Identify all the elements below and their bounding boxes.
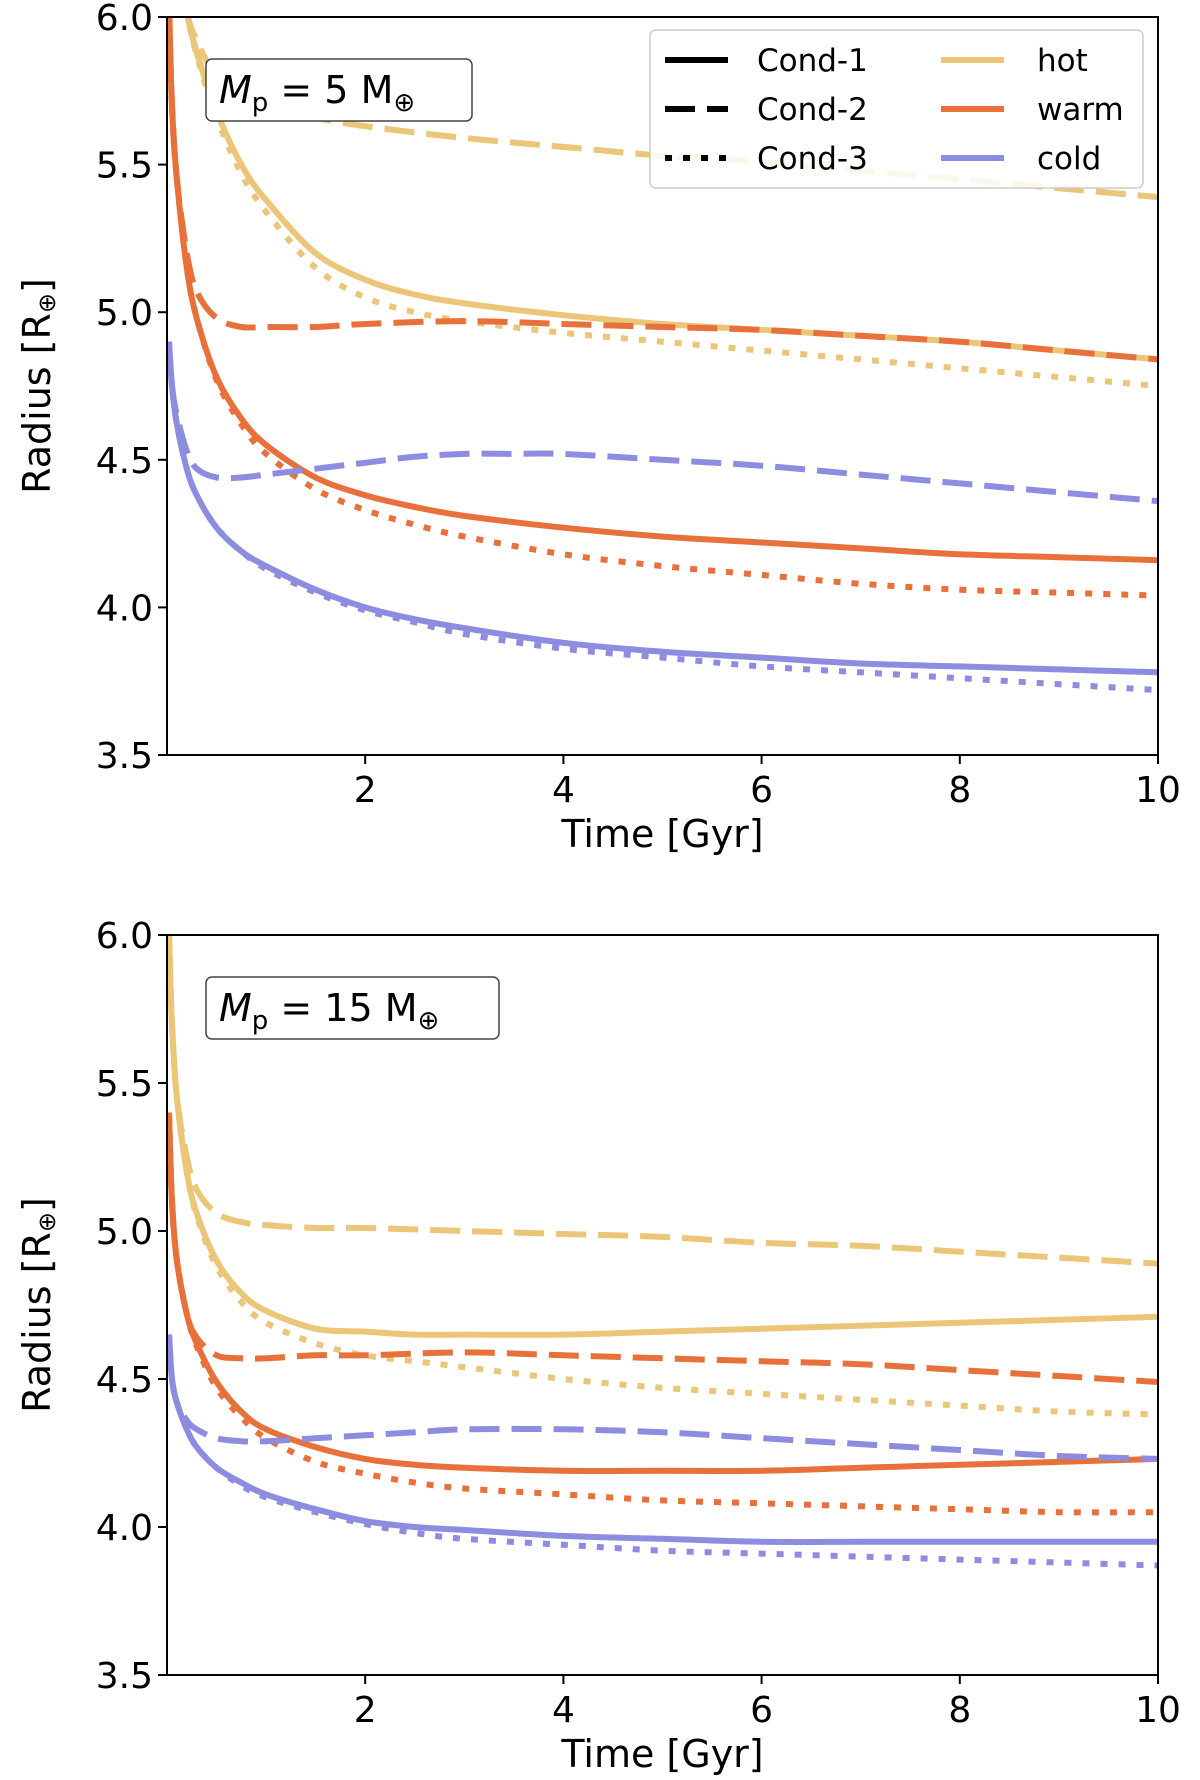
y-tick-label: 6.0	[96, 0, 153, 39]
legend-label-cond2: Cond-2	[757, 92, 868, 128]
series-line-cold-cond2	[167, 1334, 1158, 1462]
y-tick-label: 4.5	[96, 441, 153, 482]
legend-label-cold: cold	[1037, 141, 1101, 177]
y-tick-label: 5.0	[96, 1212, 153, 1253]
legend-label-cond1: Cond-1	[757, 43, 868, 79]
mass-annotation-box	[205, 976, 500, 1040]
mass-annotation: Mp = 5 M⊕	[219, 68, 415, 118]
panel-bottom: 3.5 4.0 4.5 5.0 5.5 6.0 2 4 6 8 10 Time [Gyr] Radius…	[15, 916, 1181, 1776]
x-tick-label: 4	[552, 770, 575, 811]
series-line-warm-cond2	[167, 1112, 1158, 1385]
x-axis-label: Time [Gyr]	[560, 1732, 763, 1776]
y-tick-label: 4.0	[96, 588, 153, 629]
y-axis-label: Radius [R⊕]	[15, 278, 61, 494]
y-tick-label: 3.5	[96, 1656, 153, 1697]
x-tick-label: 2	[354, 770, 377, 811]
series-line-cold-cond1	[167, 1334, 1158, 1546]
y-tick-label: 5.5	[96, 146, 153, 187]
x-tick-label: 4	[552, 1690, 575, 1731]
y-tick-label: 6.0	[96, 916, 153, 957]
legend-label-warm: warm	[1037, 92, 1124, 128]
x-tick-label: 10	[1135, 770, 1181, 811]
x-tick-label: 10	[1135, 1690, 1181, 1731]
mass-annotation: Mp = 15 M⊕	[219, 986, 439, 1036]
y-tick-label: 4.5	[96, 1360, 153, 1401]
series-line-warm-cond1	[167, 1112, 1158, 1475]
series-group	[167, 17, 1158, 694]
series-line-cold-cond2	[167, 341, 1158, 505]
x-axis-label: Time [Gyr]	[560, 812, 763, 856]
x-tick-label: 8	[948, 770, 971, 811]
mass-annotation-box	[205, 58, 473, 122]
series-group	[167, 935, 1158, 1569]
series-line-cold-cond3	[167, 341, 1158, 694]
x-tick-label: 6	[750, 770, 773, 811]
axes-frame	[166, 16, 1159, 756]
series-line-cold-cond3	[167, 1334, 1158, 1569]
series-line-warm-cond3	[167, 1112, 1158, 1516]
x-tick-label: 8	[948, 1690, 971, 1731]
series-line-cold-cond1	[167, 341, 1158, 676]
x-tick-label: 6	[750, 1690, 773, 1731]
axes-frame	[166, 934, 1159, 1676]
legend-label-hot: hot	[1037, 43, 1088, 79]
series-line-warm-cond3	[167, 17, 1158, 599]
y-axis-label: Radius [R⊕]	[15, 1197, 61, 1413]
y-tick-label: 4.0	[96, 1508, 153, 1549]
legend-box	[649, 29, 1144, 189]
legend-label-cond3: Cond-3	[757, 141, 868, 177]
panel-top: 3.5 4.0 4.5 5.0 5.5 6.0 2 4 6 8 10 Time [Gyr] Radius…	[15, 0, 1181, 856]
y-tick-label: 3.5	[96, 736, 153, 777]
series-line-hot-cond3	[167, 935, 1158, 1418]
y-tick-label: 5.5	[96, 1064, 153, 1105]
y-tick-label: 5.0	[96, 293, 153, 334]
legend: Cond-1 Cond-2 Cond-3 hot warm cold	[649, 29, 1144, 189]
x-tick-label: 2	[354, 1690, 377, 1731]
